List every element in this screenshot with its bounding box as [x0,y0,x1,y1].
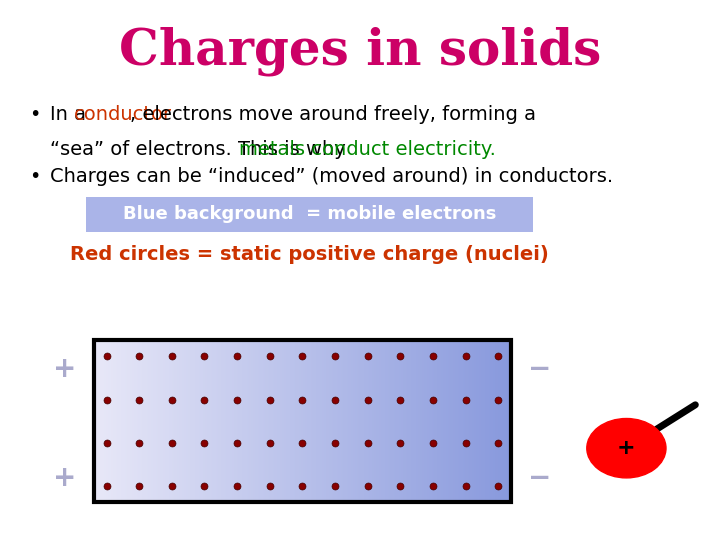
Text: Charges in solids: Charges in solids [119,27,601,77]
Text: +: + [53,464,76,492]
Text: In a: In a [50,105,93,124]
Text: −: − [528,464,552,492]
Text: Charges can be “induced” (moved around) in conductors.: Charges can be “induced” (moved around) … [50,167,613,186]
Bar [94,340,511,502]
Text: •: • [29,105,40,124]
Text: conductor: conductor [74,105,172,124]
Text: •: • [29,167,40,186]
Text: Red circles = static positive charge (nuclei): Red circles = static positive charge (nu… [71,245,549,265]
Text: +: + [53,355,76,383]
Text: , electrons move around freely, forming a: , electrons move around freely, forming … [130,105,536,124]
Bar [86,197,533,232]
Text: +: + [617,438,636,458]
Text: Blue background  = mobile electrons: Blue background = mobile electrons [123,205,496,224]
Text: metals conduct electricity.: metals conduct electricity. [239,140,496,159]
Text: −: − [528,355,552,383]
Text: “sea” of electrons. This is why: “sea” of electrons. This is why [50,140,352,159]
Circle shape [587,418,666,478]
